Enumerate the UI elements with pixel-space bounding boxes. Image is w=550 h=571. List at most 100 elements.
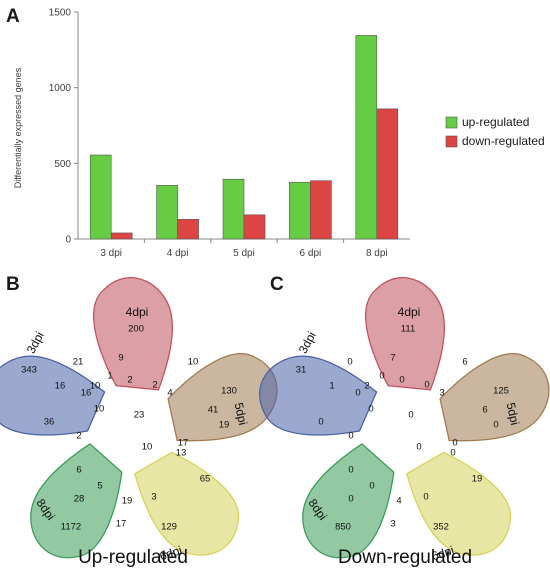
y-axis-label: Differentially expressed genes — [13, 67, 23, 188]
bar-down-regulated-6-dpi — [310, 180, 332, 240]
legend-label-up-regulated: up-regulated — [462, 115, 529, 129]
venn-region-count: 10 — [142, 442, 153, 453]
venn-region-count: 0 — [493, 420, 498, 431]
panel-b-letter: B — [6, 274, 20, 295]
venn-set-shape-6dpi — [406, 451, 512, 556]
venn-region-count: 1 — [107, 371, 112, 382]
venn-region-count: 2 — [364, 381, 369, 392]
venn-region-count: 6 — [482, 405, 487, 416]
venn-set-label-6dpi: 6dpi — [158, 543, 184, 563]
venn-region-count: 200 — [128, 324, 144, 335]
venn-region-count: 0 — [347, 357, 352, 368]
venn-region-count: 6 — [462, 357, 467, 368]
venn-region-count: 4 — [396, 496, 401, 507]
venn-set-shape-4dpi — [93, 277, 173, 391]
venn-set-shape-5dpi — [439, 352, 550, 442]
venn-set-shape-3dpi — [0, 355, 106, 436]
venn-region-count: 0 — [379, 371, 384, 382]
y-tick-label: 500 — [54, 159, 71, 170]
y-tick-label: 0 — [65, 235, 71, 246]
panel-c-letter: C — [270, 274, 284, 295]
venn-region-count: 41 — [208, 405, 219, 416]
venn-caption: Down-regulated — [338, 547, 472, 568]
bar-up-regulated-5-dpi — [222, 178, 245, 240]
venn-set-shape-3dpi — [259, 355, 378, 436]
venn-region-count: 65 — [200, 474, 211, 485]
x-tick-label: 6 dpi — [300, 248, 322, 259]
venn-region-count: 7 — [390, 353, 395, 364]
y-tick-label: 1500 — [49, 8, 72, 19]
venn-region-count: 2 — [76, 431, 81, 442]
venn-region-count: 130 — [221, 386, 237, 397]
venn-region-count: 5 — [97, 481, 102, 492]
venn-region-count: 16 — [81, 388, 92, 399]
bar-down-regulated-8-dpi — [376, 108, 399, 240]
venn-region-count: 19 — [472, 474, 483, 485]
venn-region-count: 23 — [134, 410, 145, 421]
venn-region-count: 6 — [76, 465, 81, 476]
legend-label-down-regulated: down-regulated — [462, 134, 545, 148]
x-tick-label: 3 dpi — [100, 248, 122, 259]
x-tick-label: 4 dpi — [167, 248, 189, 259]
venn-region-count: 2 — [127, 375, 132, 386]
venn-region-count: 352 — [433, 522, 449, 533]
venn-region-count: 0 — [452, 438, 457, 449]
venn-region-count: 10 — [188, 357, 199, 368]
venn-region-count: 21 — [73, 357, 84, 368]
venn-set-label-5dpi: 5dpi — [504, 401, 522, 426]
venn-region-count: 0 — [399, 375, 404, 386]
venn-region-count: 16 — [55, 381, 66, 392]
venn-region-count: 13 — [176, 448, 187, 459]
venn-region-count: 3 — [439, 388, 444, 399]
venn-region-count: 1172 — [61, 522, 81, 533]
venn-region-count: 19 — [219, 420, 230, 431]
venn-region-count: 19 — [122, 496, 133, 507]
bar-up-regulated-6-dpi — [289, 181, 311, 240]
venn-region-count: 0 — [408, 410, 413, 421]
legend-swatch-up-regulated — [445, 116, 458, 129]
venn-set-label-3dpi: 3dpi — [296, 329, 319, 356]
bar-up-regulated-3-dpi — [89, 154, 112, 240]
venn-region-count: 0 — [348, 431, 353, 442]
venn-region-count: 1 — [329, 381, 334, 392]
venn-region-count: 0 — [355, 388, 360, 399]
legend-swatch-down-regulated — [445, 135, 458, 148]
venn-set-shape-4dpi — [365, 277, 445, 391]
x-tick-label: 5 dpi — [233, 248, 255, 259]
venn-region-count: 850 — [335, 522, 351, 533]
venn-set-label-3dpi: 3dpi — [24, 329, 47, 356]
venn-region-count: 0 — [450, 448, 455, 459]
bar-down-regulated-3-dpi — [110, 232, 133, 240]
bar-up-regulated-8-dpi — [355, 35, 378, 240]
venn-region-count: 10 — [90, 381, 101, 392]
panel-a-letter: A — [6, 6, 20, 27]
venn-region-count: 129 — [161, 522, 177, 533]
venn-region-count: 0 — [369, 481, 374, 492]
bar-down-regulated-4-dpi — [177, 219, 199, 240]
venn-set-label-4dpi: 4dpi — [126, 305, 149, 319]
venn-region-count: 31 — [296, 365, 307, 376]
venn-region-count: 0 — [348, 494, 353, 505]
venn-region-count: 125 — [493, 386, 509, 397]
venn-region-count: 28 — [74, 494, 85, 505]
venn-region-count: 36 — [44, 417, 55, 428]
venn-set-shape-8dpi — [30, 443, 123, 559]
venn-caption: Up-regulated — [78, 547, 188, 568]
venn-region-count: 111 — [401, 324, 415, 335]
venn-set-shape-8dpi — [302, 443, 395, 559]
venn-region-count: 0 — [424, 380, 429, 391]
x-tick-label: 8 dpi — [366, 248, 388, 259]
venn-region-count: 10 — [94, 404, 105, 415]
venn-region-count: 2 — [152, 380, 157, 391]
venn-region-count: 3 — [151, 492, 156, 503]
venn-region-count: 3 — [390, 519, 395, 530]
venn-region-count: 0 — [348, 465, 353, 476]
venn-region-count: 343 — [21, 365, 37, 376]
venn-region-count: 17 — [178, 438, 189, 449]
venn-region-count: 9 — [118, 353, 123, 364]
venn-region-count: 0 — [416, 442, 421, 453]
bar-chart: Differentially expressed genes 0 500 1000 1… — [13, 8, 545, 260]
